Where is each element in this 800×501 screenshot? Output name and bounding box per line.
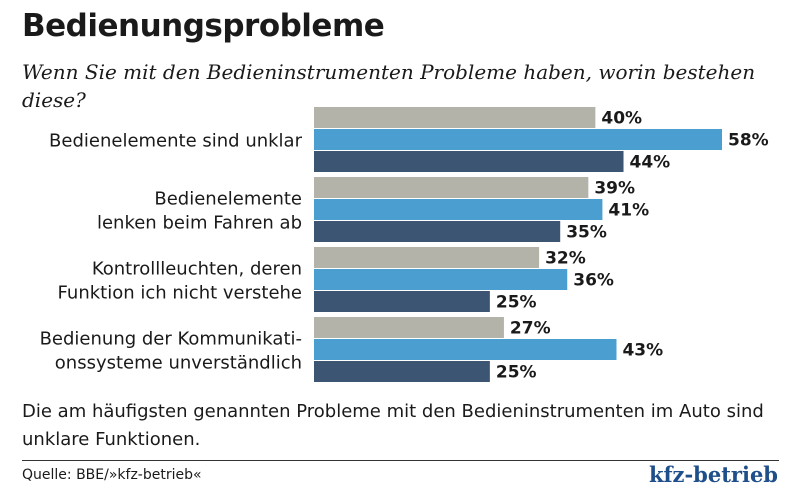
source-credit: Quelle: BBE/»kfz-betrieb« xyxy=(22,467,202,483)
data-label: 25% xyxy=(496,363,537,383)
bar xyxy=(314,361,490,382)
data-label: 58% xyxy=(728,131,769,151)
data-label: 25% xyxy=(496,293,537,313)
category-label: Bedienelemente xyxy=(154,189,302,210)
category-label: Funktion ich nicht verstehe xyxy=(58,283,302,304)
category-label: Bedienelemente sind unklar xyxy=(49,131,303,152)
data-label: 44% xyxy=(630,153,671,173)
data-label: 27% xyxy=(510,319,551,339)
brand-logo: kfz-betrieb xyxy=(648,462,778,487)
bar xyxy=(314,221,561,242)
bar xyxy=(314,177,589,198)
bar xyxy=(314,269,568,290)
bar xyxy=(314,151,624,172)
footer-divider xyxy=(22,460,779,461)
bar xyxy=(314,247,540,268)
bar xyxy=(314,291,490,312)
bar xyxy=(314,317,504,338)
footnote-text: Die am häufigsten genannten Probleme mit… xyxy=(22,401,764,450)
bar xyxy=(314,129,722,150)
category-label: Bedienung der Kommunikati- xyxy=(40,329,302,350)
data-label: 32% xyxy=(545,249,586,269)
category-label: lenken beim Fahren ab xyxy=(97,213,302,234)
category-label: onssysteme unverständlich xyxy=(55,353,302,374)
data-label: 41% xyxy=(608,201,649,221)
data-label: 40% xyxy=(601,109,642,129)
category-label: Kontrollleuchten, deren xyxy=(92,259,302,280)
bar xyxy=(314,199,603,220)
data-label: 39% xyxy=(594,179,635,199)
bar xyxy=(314,339,617,360)
bar xyxy=(314,107,596,128)
chart-title: Bedienungsprobleme xyxy=(22,8,385,44)
chart-subtitle: Wenn Sie mit den Bedieninstrumenten Prob… xyxy=(22,60,756,112)
data-label: 43% xyxy=(622,341,663,361)
data-label: 36% xyxy=(573,271,614,291)
data-label: 35% xyxy=(566,223,607,243)
